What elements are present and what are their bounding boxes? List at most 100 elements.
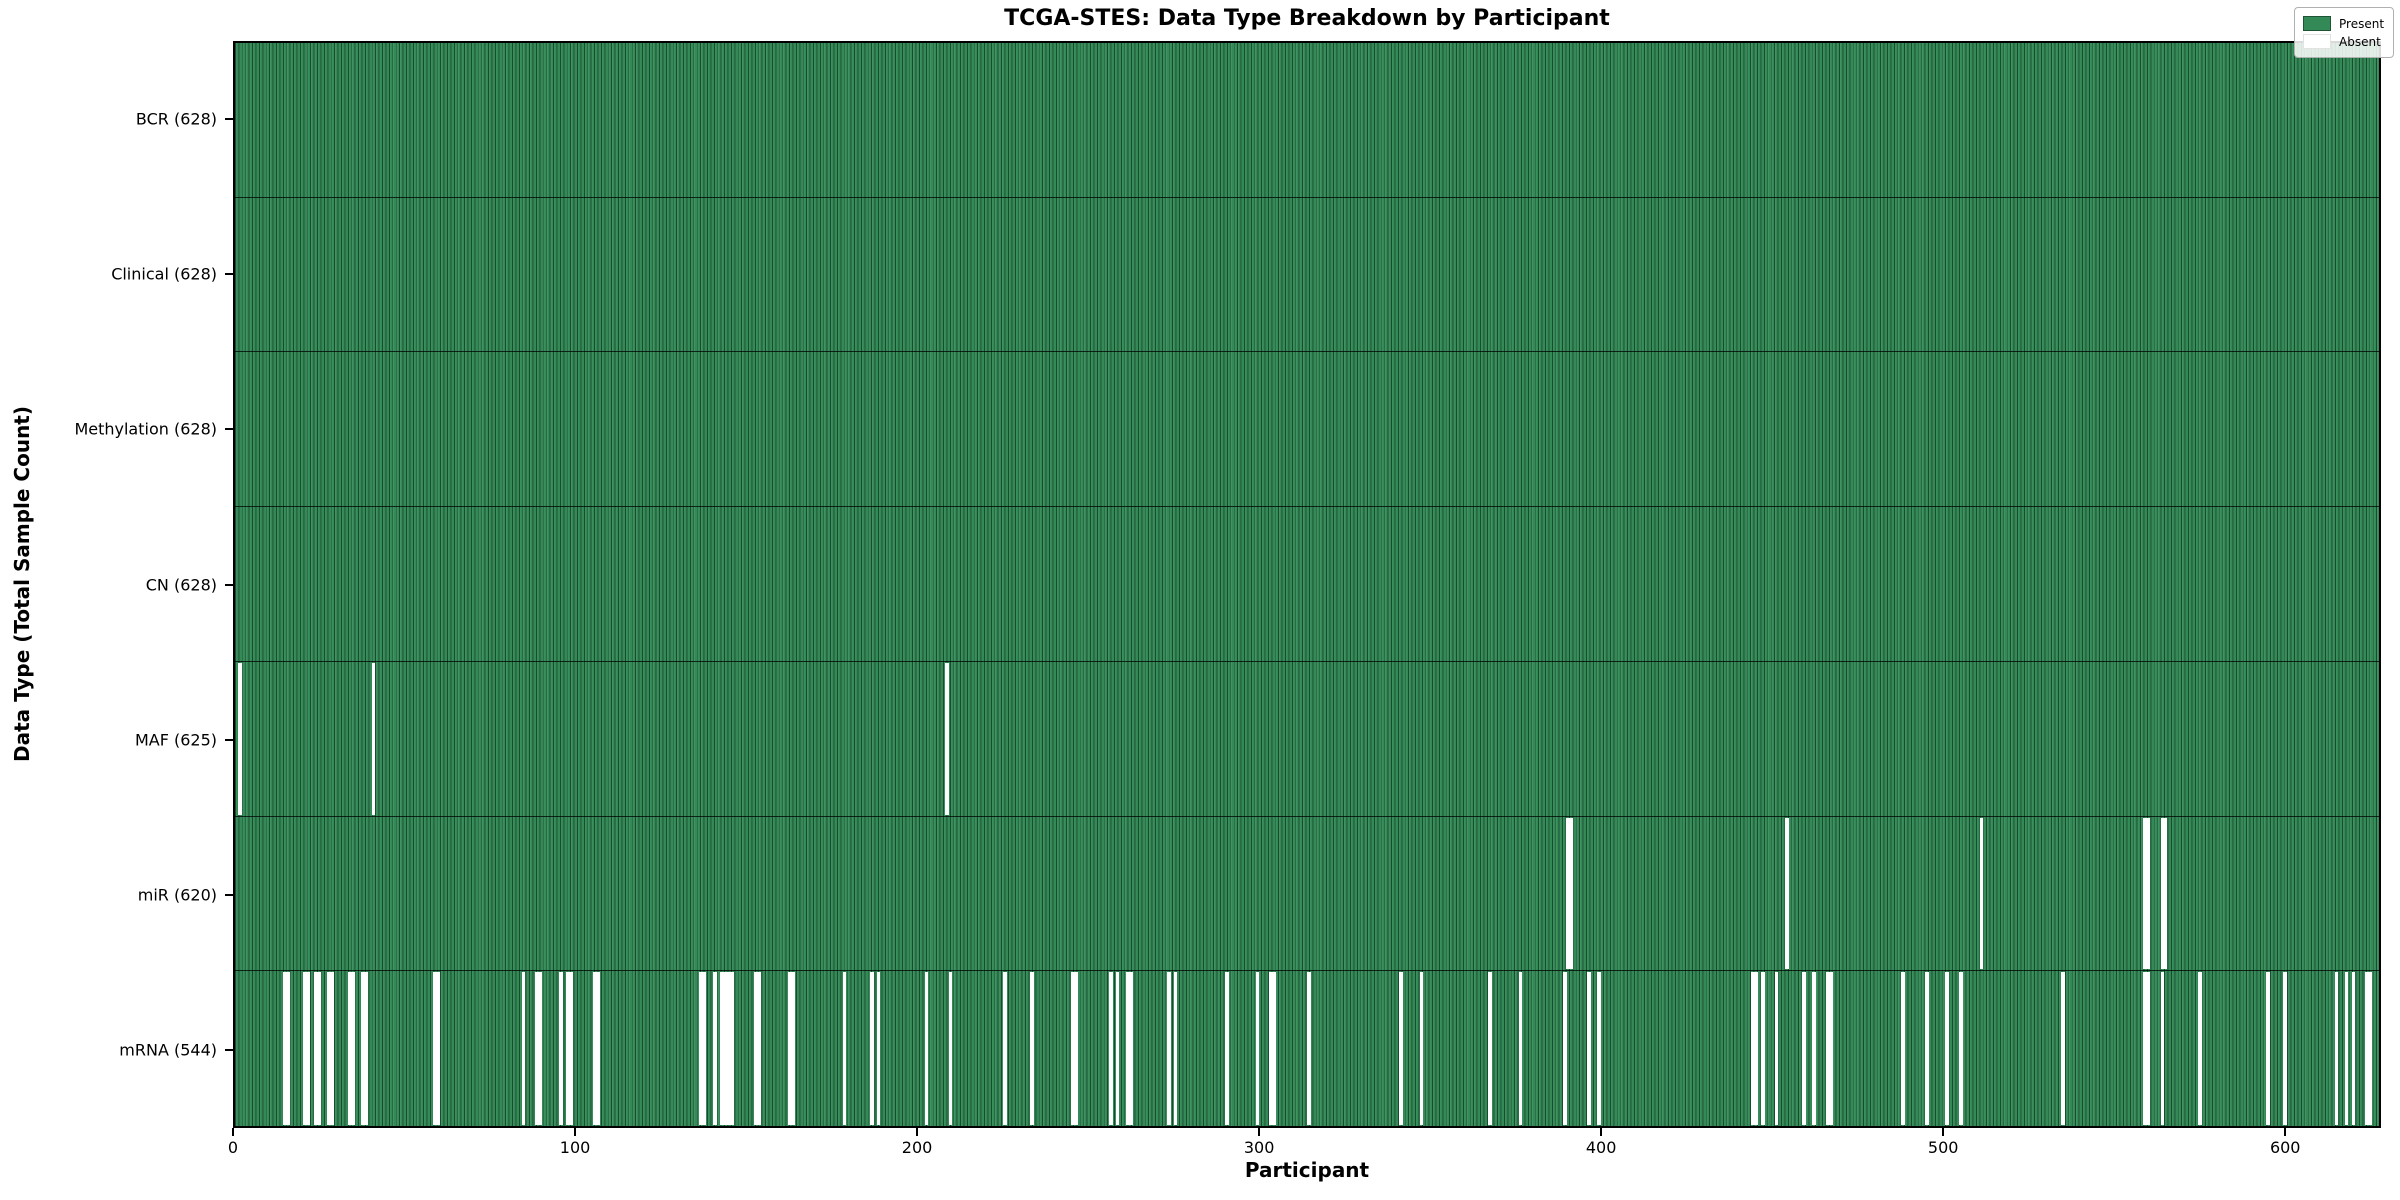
- x-tick-mark: [916, 1128, 919, 1136]
- absent-stripe: [719, 972, 724, 1125]
- y-tick-label-miR: miR (620): [137, 885, 217, 905]
- plot-area: [233, 41, 2381, 1128]
- absent-stripe: [2351, 972, 2356, 1125]
- absent-stripe: [757, 972, 761, 1125]
- absent-stripe: [753, 972, 758, 1125]
- absent-stripe: [945, 662, 949, 815]
- row-miR: [235, 816, 2379, 972]
- absent-stripe: [1030, 972, 1035, 1125]
- absent-stripe: [1518, 972, 1523, 1125]
- absent-stripe: [2146, 972, 2151, 1125]
- absent-stripe: [1419, 972, 1424, 1125]
- absent-stripe: [313, 972, 318, 1125]
- absent-stripe: [1901, 972, 1905, 1125]
- absent-stripe: [1784, 817, 1789, 970]
- legend-entry-present: Present: [2303, 16, 2385, 31]
- absent-stripe: [1167, 972, 1171, 1125]
- absent-stripe: [1754, 972, 1758, 1125]
- absent-stripe: [2143, 817, 2147, 970]
- absent-stripe: [1399, 972, 1403, 1125]
- absent-stripe: [306, 972, 311, 1125]
- y-tick-label-CN: CN (628): [145, 575, 217, 594]
- absent-stripe: [2146, 817, 2151, 970]
- y-tick-mark: [225, 428, 233, 431]
- absent-stripe: [2160, 972, 2165, 1125]
- absent-stripe: [1129, 972, 1134, 1125]
- y-tick-label-Clinical: Clinical (628): [111, 264, 217, 284]
- absent-stripe: [1959, 972, 1963, 1125]
- absent-stripe: [316, 972, 321, 1125]
- row-CN: [235, 507, 2379, 662]
- absent-stripe: [1825, 972, 1830, 1125]
- x-tick-label-600: 600: [2269, 1138, 2301, 1157]
- absent-stripe: [2163, 817, 2168, 970]
- row-mRNA: [235, 971, 2379, 1126]
- x-axis-label: Participant: [1244, 1158, 1370, 1182]
- absent-stripe: [238, 662, 242, 815]
- absent-stripe: [876, 972, 881, 1125]
- x-tick-label-500: 500: [1927, 1138, 1959, 1157]
- absent-stripe: [286, 972, 290, 1125]
- y-tick-mark: [225, 117, 233, 120]
- row-MAF: [235, 661, 2379, 817]
- absent-stripe: [2160, 817, 2165, 970]
- absent-stripe: [712, 972, 717, 1125]
- absent-stripe: [1126, 972, 1130, 1125]
- absent-stripe: [330, 972, 335, 1125]
- absent-stripe: [1563, 972, 1567, 1125]
- absent-stripe: [2368, 972, 2373, 1125]
- absent-stripe: [1597, 972, 1601, 1125]
- absent-stripe: [723, 972, 727, 1125]
- absent-stripe: [842, 972, 847, 1125]
- absent-stripe: [2143, 972, 2147, 1125]
- absent-stripe: [2344, 972, 2349, 1125]
- absent-stripe: [1255, 972, 1260, 1125]
- row-Clinical: [235, 197, 2379, 353]
- x-tick-mark: [1258, 1128, 1261, 1136]
- x-tick-label-0: 0: [227, 1138, 239, 1157]
- absent-stripe: [327, 972, 331, 1125]
- x-tick-mark: [1942, 1128, 1945, 1136]
- absent-stripe: [1269, 972, 1274, 1125]
- absent-stripe: [351, 972, 355, 1125]
- y-tick-mark: [225, 738, 233, 741]
- absent-stripe: [702, 972, 707, 1125]
- x-tick-label-300: 300: [1243, 1138, 1275, 1157]
- y-tick-mark: [225, 1049, 233, 1052]
- row-Methylation: [235, 352, 2379, 508]
- absent-stripe: [559, 972, 563, 1125]
- absent-stripe: [364, 972, 369, 1125]
- legend-label-present: Present: [2339, 16, 2385, 31]
- x-tick-mark: [232, 1128, 234, 1136]
- absent-stripe: [1074, 972, 1079, 1125]
- y-tick-label-BCR: BCR (628): [135, 109, 217, 129]
- row-BCR: [235, 43, 2379, 198]
- y-tick-label-Methylation: Methylation (628): [74, 419, 217, 439]
- x-axis-ticks: 0 100 200 300 400 500 600: [228, 1128, 2381, 1162]
- absent-stripe: [1812, 972, 1816, 1125]
- absent-stripe: [361, 972, 365, 1125]
- absent-stripe: [596, 972, 601, 1125]
- absent-stripe: [1108, 972, 1113, 1125]
- absent-stripe: [282, 972, 287, 1125]
- absent-stripe: [2365, 972, 2369, 1125]
- absent-stripe: [1924, 972, 1929, 1125]
- y-tick-mark: [225, 272, 233, 275]
- absent-stripe: [1802, 972, 1806, 1125]
- absent-stripe: [1774, 972, 1779, 1125]
- absent-stripe: [1569, 817, 1574, 970]
- absent-stripe: [436, 972, 440, 1125]
- y-tick-mark: [225, 583, 233, 586]
- absent-stripe: [791, 972, 796, 1125]
- y-tick-mark: [225, 894, 233, 897]
- absent-stripe: [726, 972, 731, 1125]
- absent-stripe: [1225, 972, 1229, 1125]
- absent-stripe: [2334, 972, 2339, 1125]
- absent-stripe: [2198, 972, 2202, 1125]
- x-tick-label-100: 100: [559, 1138, 591, 1157]
- y-tick-label-mRNA: mRNA (544): [119, 1040, 217, 1060]
- present-swatch-icon: [2303, 16, 2331, 31]
- absent-stripe: [1750, 972, 1755, 1125]
- absent-stripe: [730, 972, 734, 1125]
